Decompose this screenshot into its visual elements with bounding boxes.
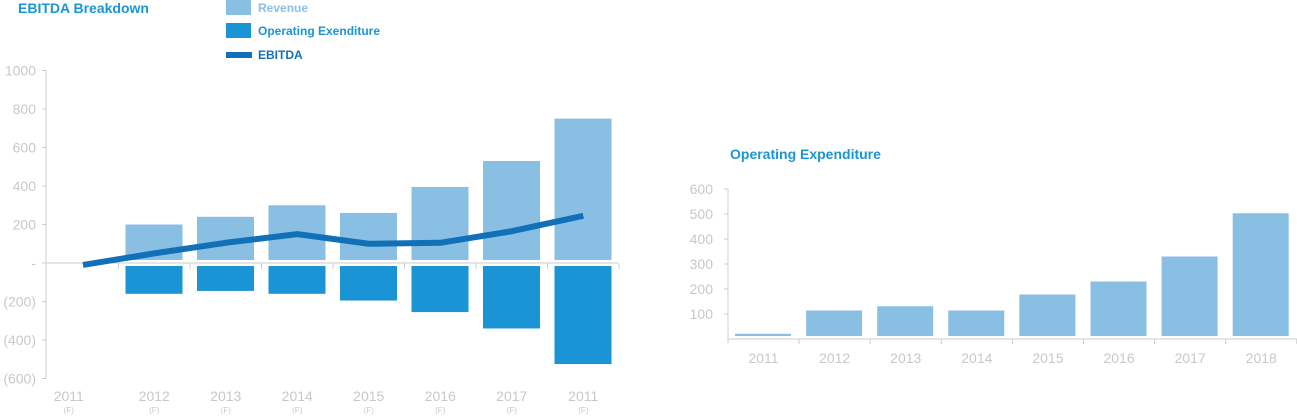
- opex-bar: [554, 266, 612, 365]
- opex-bar: [125, 266, 183, 294]
- x-tick-label: 2012: [139, 388, 170, 404]
- y-tick-label: (400): [3, 332, 36, 348]
- revenue-bar: [340, 212, 397, 260]
- x-tick-label: 2012: [819, 350, 850, 366]
- x-tick-sublabel: (F): [292, 406, 303, 415]
- x-tick-sublabel: (F): [435, 406, 446, 415]
- x-tick-label: 2016: [425, 388, 456, 404]
- x-tick-sublabel: (F): [64, 406, 75, 415]
- ebitda-line: [82, 212, 584, 268]
- opex-bar: [948, 310, 1005, 336]
- y-tick-label: -: [31, 255, 36, 271]
- opex-bar: [877, 306, 934, 336]
- y-tick-label: (200): [3, 294, 36, 310]
- y-tick-label: 200: [13, 217, 37, 233]
- revenue-bar: [411, 186, 469, 260]
- x-tick-sublabel: (F): [364, 406, 375, 415]
- x-tick-label: 2016: [1103, 350, 1134, 366]
- legend-label: Operating Exenditure: [258, 24, 380, 38]
- y-tick-label: 200: [690, 281, 714, 297]
- y-tick-label: 300: [690, 256, 714, 272]
- y-tick-label: 400: [690, 231, 714, 247]
- x-tick-label: 2017: [496, 388, 527, 404]
- x-tick-sublabel: (F): [507, 406, 518, 415]
- y-tick-label: 400: [13, 178, 37, 194]
- opex-bar: [268, 266, 326, 294]
- x-tick-sublabel: (F): [149, 406, 160, 415]
- x-tick-label: 2018: [1246, 350, 1277, 366]
- x-tick-label: 2011: [54, 388, 84, 404]
- x-tick-label: 2017: [1175, 350, 1206, 366]
- legend-swatch: [226, 23, 251, 38]
- opex-bar: [806, 310, 863, 336]
- y-tick-label: 100: [690, 306, 714, 322]
- y-tick-label: 600: [690, 181, 714, 197]
- y-tick-label: 600: [13, 140, 37, 156]
- x-tick-label: 2015: [1032, 350, 1063, 366]
- x-tick-label: 2011: [748, 350, 778, 366]
- x-tick-sublabel: (F): [221, 406, 232, 415]
- legend-label: EBITDA: [258, 48, 303, 62]
- x-tick-label: 2013: [210, 388, 241, 404]
- chart-title: Operating Expenditure: [730, 146, 881, 162]
- x-tick-label: 2015: [353, 388, 384, 404]
- y-tick-label: (600): [3, 371, 36, 387]
- x-tick-label: 2014: [961, 350, 992, 366]
- revenue-bar: [483, 160, 540, 260]
- y-tick-label: 500: [690, 206, 714, 222]
- legend-label: Revenue: [258, 1, 308, 15]
- opex-bar: [1019, 294, 1076, 336]
- chart-title: EBITDA Breakdown: [18, 0, 149, 16]
- opex-bar: [1090, 281, 1147, 336]
- opex-bar: [197, 266, 254, 291]
- x-tick-label: 2011: [568, 388, 598, 404]
- opex-bar: [340, 266, 397, 301]
- opex-bar: [483, 266, 540, 329]
- opex-bar: [1232, 213, 1289, 336]
- x-tick-label: 2014: [282, 388, 313, 404]
- y-tick-label: 1000: [5, 63, 36, 79]
- legend-swatch-line: [226, 52, 252, 58]
- opex-bar: [411, 266, 469, 313]
- opex-bar: [1161, 256, 1218, 336]
- legend-swatch: [226, 0, 251, 15]
- opex-bar: [735, 333, 791, 336]
- x-tick-sublabel: (F): [578, 406, 589, 415]
- x-tick-label: 2013: [890, 350, 921, 366]
- y-tick-label: 800: [13, 101, 37, 117]
- revenue-bar: [554, 118, 612, 260]
